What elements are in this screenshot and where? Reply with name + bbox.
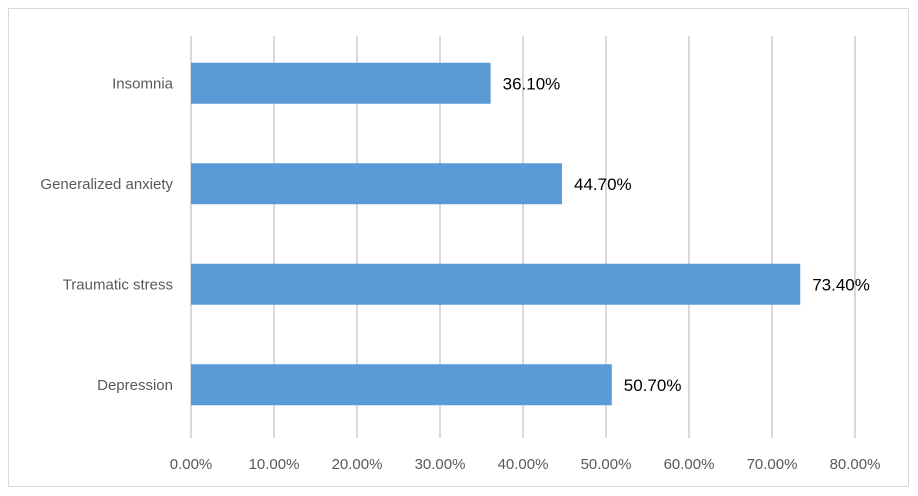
bar xyxy=(191,263,801,305)
x-tick-label: 70.00% xyxy=(747,456,798,473)
data-label: 50.70% xyxy=(624,376,682,395)
x-tick-label: 50.00% xyxy=(581,456,632,473)
x-tick-label: 10.00% xyxy=(249,456,300,473)
category-label: Generalized anxiety xyxy=(40,176,173,193)
chart-frame xyxy=(8,8,909,487)
x-tick-label: 40.00% xyxy=(498,456,549,473)
category-label: Depression xyxy=(97,377,173,394)
x-tick-label: 60.00% xyxy=(664,456,715,473)
bar xyxy=(191,364,612,406)
data-label: 36.10% xyxy=(503,74,561,93)
bar xyxy=(191,62,491,104)
x-tick-label: 80.00% xyxy=(830,456,881,473)
bar xyxy=(191,163,563,205)
x-tick-label: 30.00% xyxy=(415,456,466,473)
x-tick-label: 0.00% xyxy=(170,456,213,473)
data-label: 73.40% xyxy=(812,275,870,294)
category-label: Traumatic stress xyxy=(63,276,173,293)
x-tick-label: 20.00% xyxy=(332,456,383,473)
category-label: Insomnia xyxy=(112,75,174,92)
data-label: 44.70% xyxy=(574,175,632,194)
